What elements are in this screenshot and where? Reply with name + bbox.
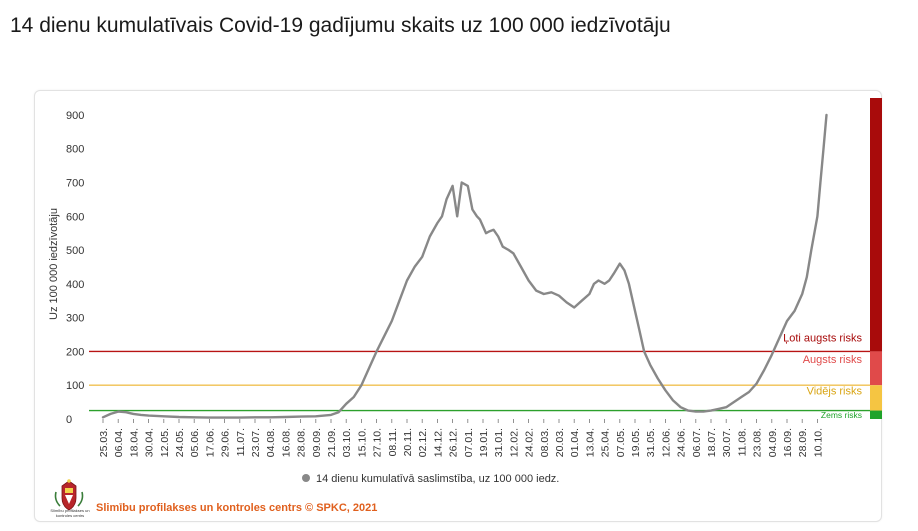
x-tick-label: 24.02. bbox=[524, 428, 536, 457]
risk-label: Ļoti augsts risks bbox=[783, 332, 862, 344]
x-tick-label: 15.10. bbox=[356, 428, 368, 457]
x-tick-label: 19.01. bbox=[478, 428, 490, 457]
legend-label: 14 dienu kumulatīvā saslimstība, uz 100 … bbox=[316, 473, 559, 485]
x-tick-label: 30.04. bbox=[144, 428, 156, 457]
x-tick-label: 26.12. bbox=[448, 428, 460, 457]
x-tick-label: 16.09. bbox=[782, 428, 794, 457]
x-tick-label: 10.10. bbox=[812, 428, 824, 457]
x-tick-label: 07.05. bbox=[615, 428, 627, 457]
logo-caption: Slimību profilakses un kontroles centrs bbox=[50, 508, 90, 518]
y-tick-label: 900 bbox=[66, 110, 84, 122]
chart-title: 14 dienu kumulatīvais Covid-19 gadījumu … bbox=[10, 14, 671, 37]
x-tick-label: 23.07. bbox=[250, 428, 262, 457]
risk-bar bbox=[870, 98, 882, 352]
risk-labels: Ļoti augsts risks Augsts risks Vidējs risk… bbox=[783, 332, 862, 420]
x-tick-label: 31.01. bbox=[493, 428, 505, 457]
x-tick-label: 13.04. bbox=[584, 428, 596, 457]
x-tick-label: 03.10. bbox=[341, 428, 353, 457]
x-tick-label: 08.03. bbox=[539, 428, 551, 457]
risk-bar bbox=[870, 410, 882, 419]
risk-label: Augsts risks bbox=[803, 354, 863, 366]
x-tick-label: 18.07. bbox=[706, 428, 718, 457]
spkc-logo bbox=[54, 479, 84, 511]
risk-label: Zems risks bbox=[821, 410, 862, 420]
x-tick-label: 31.05. bbox=[645, 428, 657, 457]
legend: 14 dienu kumulatīvā saslimstība, uz 100 … bbox=[302, 473, 559, 485]
x-tick-label: 07.01. bbox=[463, 428, 475, 457]
x-tick-label: 28.09. bbox=[797, 428, 809, 457]
x-tick-label: 30.07. bbox=[721, 428, 733, 457]
y-tick-label: 600 bbox=[66, 211, 84, 223]
risk-bar bbox=[870, 385, 882, 411]
y-axis-label: Uz 100 000 iedzīvotāju bbox=[48, 208, 60, 320]
x-tick-label: 02.12. bbox=[417, 428, 429, 457]
x-axis-ticks: 25.03. 06.04. 18.04. 30.04. 12.05. 24.05. 05.0… bbox=[98, 419, 824, 457]
x-tick-label: 25.04. bbox=[600, 428, 612, 457]
x-tick-label: 27.10. bbox=[372, 428, 384, 457]
y-tick-label: 100 bbox=[66, 380, 84, 392]
risk-bar bbox=[870, 351, 882, 386]
x-tick-label: 12.06. bbox=[660, 428, 672, 457]
x-tick-label: 20.03. bbox=[554, 428, 566, 457]
x-tick-label: 01.04. bbox=[569, 428, 581, 457]
x-tick-label: 21.09. bbox=[326, 428, 338, 457]
x-tick-label: 11.07. bbox=[235, 428, 247, 456]
x-tick-label: 18.04. bbox=[128, 428, 140, 457]
threshold-lines bbox=[89, 350, 870, 412]
x-tick-label: 19.05. bbox=[630, 428, 642, 457]
risk-label: Vidējs risks bbox=[807, 386, 863, 398]
x-tick-label: 12.02. bbox=[508, 428, 520, 457]
x-tick-label: 28.08. bbox=[296, 428, 308, 457]
y-tick-label: 800 bbox=[66, 144, 84, 156]
y-tick-label: 500 bbox=[66, 245, 84, 257]
x-tick-label: 12.05. bbox=[159, 428, 171, 457]
x-tick-label: 14.12. bbox=[432, 428, 444, 457]
y-tick-label: 200 bbox=[66, 346, 84, 358]
x-tick-label: 29.06. bbox=[220, 428, 232, 457]
y-tick-label: 300 bbox=[66, 313, 84, 325]
x-tick-label: 09.09. bbox=[311, 428, 323, 457]
x-tick-label: 17.06. bbox=[204, 428, 216, 457]
x-tick-label: 25.03. bbox=[98, 428, 110, 457]
y-tick-label: 400 bbox=[66, 279, 84, 291]
x-tick-label: 23.08. bbox=[752, 428, 764, 457]
x-tick-label: 06.07. bbox=[691, 428, 703, 457]
series-line bbox=[101, 113, 828, 419]
x-tick-label: 24.06. bbox=[676, 428, 688, 457]
x-tick-label: 04.08. bbox=[265, 428, 277, 457]
x-tick-label: 24.05. bbox=[174, 428, 186, 457]
x-tick-label: 20.11. bbox=[402, 428, 414, 456]
legend-marker bbox=[302, 474, 310, 482]
x-tick-label: 08.11. bbox=[387, 428, 399, 456]
x-tick-label: 06.04. bbox=[113, 428, 125, 457]
risk-bars bbox=[870, 98, 882, 419]
x-tick-label: 11.08. bbox=[736, 428, 748, 456]
y-tick-label: 700 bbox=[66, 177, 84, 189]
footer-credit: Slimību profilakses un kontroles centrs … bbox=[96, 502, 378, 514]
y-tick-label: 0 bbox=[66, 414, 72, 426]
x-tick-label: 05.06. bbox=[189, 428, 201, 457]
x-tick-label: 04.09. bbox=[767, 428, 779, 457]
y-axis-ticks: 0 100 200 300 400 500 600 700 800 900 bbox=[66, 110, 84, 426]
x-tick-label: 16.08. bbox=[280, 428, 292, 457]
